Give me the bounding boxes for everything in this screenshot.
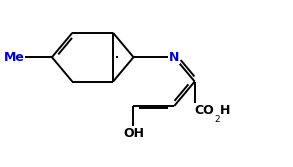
Text: OH: OH (123, 127, 144, 140)
Text: H: H (220, 104, 231, 117)
Text: N: N (169, 51, 180, 64)
Text: Me: Me (4, 51, 24, 64)
Text: 2: 2 (214, 115, 220, 124)
FancyBboxPatch shape (193, 103, 233, 120)
Text: CO: CO (195, 104, 214, 117)
